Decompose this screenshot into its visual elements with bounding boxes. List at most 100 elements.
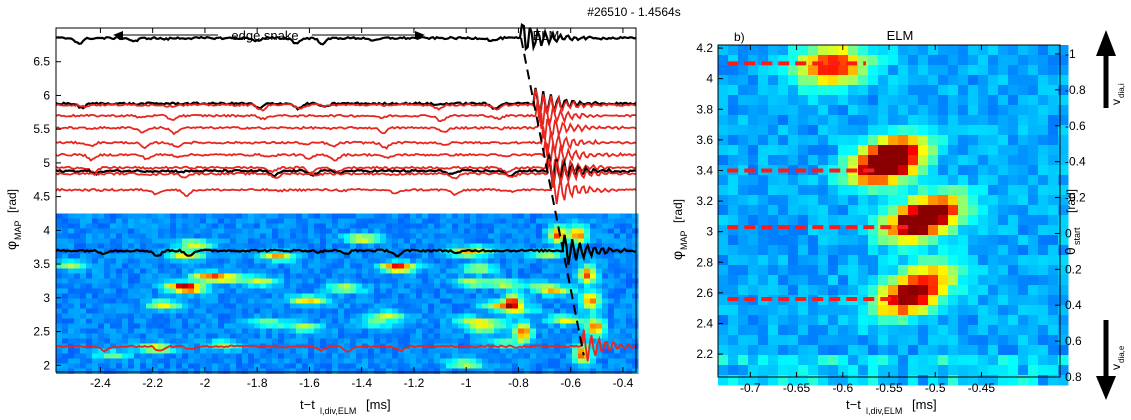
heatmap-b-cell xyxy=(918,105,929,116)
heatmap-a-cell xyxy=(560,328,567,334)
heatmap-a-cell xyxy=(542,298,549,304)
heatmap-a-cell xyxy=(86,223,93,229)
heatmap-a-cell xyxy=(68,213,75,219)
heatmap-a-cell xyxy=(146,283,153,289)
heatmap-a-cell xyxy=(368,263,375,269)
heatmap-a-cell xyxy=(566,268,573,274)
heatmap-b-cell xyxy=(898,185,909,196)
heatmap-a-cell xyxy=(446,253,453,259)
heatmap-a-cell xyxy=(500,213,507,219)
heatmap-b-cell xyxy=(1008,255,1019,266)
panel-b-heatmap xyxy=(718,45,1069,386)
heatmap-a-cell xyxy=(596,283,603,289)
heatmap-a-cell xyxy=(362,298,369,304)
heatmap-a-cell xyxy=(428,313,435,319)
heatmap-a-cell xyxy=(380,358,387,364)
heatmap-a-cell xyxy=(362,288,369,294)
heatmap-a-cell xyxy=(620,358,627,364)
heatmap-a-cell xyxy=(536,238,543,244)
heatmap-a-cell xyxy=(224,268,231,274)
heatmap-a-cell xyxy=(398,213,405,219)
heatmap-a-cell xyxy=(602,263,609,269)
heatmap-a-cell xyxy=(476,358,483,364)
heatmap-a-cell xyxy=(212,338,219,344)
heatmap-a-cell xyxy=(536,328,543,334)
heatmap-b-cell xyxy=(1028,195,1039,206)
heatmap-a-cell xyxy=(308,218,315,224)
heatmap-b-cell xyxy=(948,375,959,386)
heatmap-a-cell xyxy=(596,253,603,259)
heatmap-b-cell xyxy=(728,95,739,106)
heatmap-a-cell xyxy=(368,313,375,319)
heatmap-a-cell xyxy=(584,238,591,244)
heatmap-a-cell xyxy=(440,218,447,224)
heatmap-b-cell xyxy=(1008,75,1019,86)
heatmap-a-cell xyxy=(428,243,435,249)
heatmap-a-cell xyxy=(518,298,525,304)
heatmap-b-cell xyxy=(758,325,769,336)
ytick-b-label: 2.2 xyxy=(696,347,713,361)
heatmap-a-cell xyxy=(356,368,363,374)
heatmap-a-cell xyxy=(296,243,303,249)
heatmap-a-cell xyxy=(554,318,561,324)
heatmap-a-cell xyxy=(302,253,309,259)
heatmap-a-cell xyxy=(410,333,417,339)
heatmap-a-cell xyxy=(296,313,303,319)
heatmap-a-cell xyxy=(626,348,633,354)
heatmap-a-cell xyxy=(452,348,459,354)
heatmap-b-cell xyxy=(1018,195,1029,206)
svg-text:[rad]: [rad] xyxy=(5,189,19,213)
heatmap-b-cell xyxy=(978,55,989,66)
heatmap-a-cell xyxy=(170,313,177,319)
heatmap-b-cell xyxy=(768,355,779,366)
heatmap-a-cell xyxy=(266,303,273,309)
heatmap-b-cell xyxy=(838,335,849,346)
heatmap-a-cell xyxy=(380,303,387,309)
heatmap-a-cell xyxy=(608,328,615,334)
heatmap-b-cell xyxy=(1048,115,1059,126)
heatmap-a-cell xyxy=(194,298,201,304)
heatmap-a-cell xyxy=(554,288,561,294)
heatmap-a-cell xyxy=(392,238,399,244)
heatmap-b-cell xyxy=(838,195,849,206)
heatmap-b-cell xyxy=(938,135,949,146)
heatmap-a-cell xyxy=(206,268,213,274)
heatmap-a-cell xyxy=(440,273,447,279)
heatmap-a-cell xyxy=(476,288,483,294)
heatmap-b-cell xyxy=(968,165,979,176)
heatmap-a-cell xyxy=(620,213,627,219)
heatmap-a-cell xyxy=(332,348,339,354)
heatmap-a-cell xyxy=(230,348,237,354)
heatmap-a-cell xyxy=(392,303,399,309)
heatmap-b-cell xyxy=(768,285,779,296)
heatmap-a-cell xyxy=(320,338,327,344)
heatmap-b-cell xyxy=(758,315,769,326)
heatmap-a-cell xyxy=(608,333,615,339)
heatmap-b-cell xyxy=(838,255,849,266)
heatmap-a-cell xyxy=(458,213,465,219)
heatmap-a-cell xyxy=(182,223,189,229)
heatmap-a-cell xyxy=(98,348,105,354)
heatmap-a-cell xyxy=(314,293,321,299)
heatmap-b-cell xyxy=(868,115,879,126)
heatmap-a-cell xyxy=(170,363,177,369)
heatmap-a-cell xyxy=(128,228,135,234)
heatmap-a-cell xyxy=(392,273,399,279)
vdia-i-arrowhead xyxy=(1096,30,1116,56)
heatmap-a-cell xyxy=(608,288,615,294)
heatmap-a-cell xyxy=(536,228,543,234)
heatmap-b-cell xyxy=(798,265,809,276)
heatmap-a-cell xyxy=(578,228,585,234)
heatmap-a-cell xyxy=(536,223,543,229)
heatmap-a-cell xyxy=(518,243,525,249)
heatmap-b-cell xyxy=(758,65,769,76)
heatmap-b-cell xyxy=(848,155,859,166)
heatmap-a-cell xyxy=(134,313,141,319)
heatmap-a-cell xyxy=(326,233,333,239)
heatmap-a-cell xyxy=(182,268,189,274)
heatmap-a-cell xyxy=(74,253,81,259)
heatmap-a-cell xyxy=(404,278,411,284)
heatmap-a-cell xyxy=(422,238,429,244)
heatmap-b-cell xyxy=(908,275,919,286)
heatmap-a-cell xyxy=(458,228,465,234)
